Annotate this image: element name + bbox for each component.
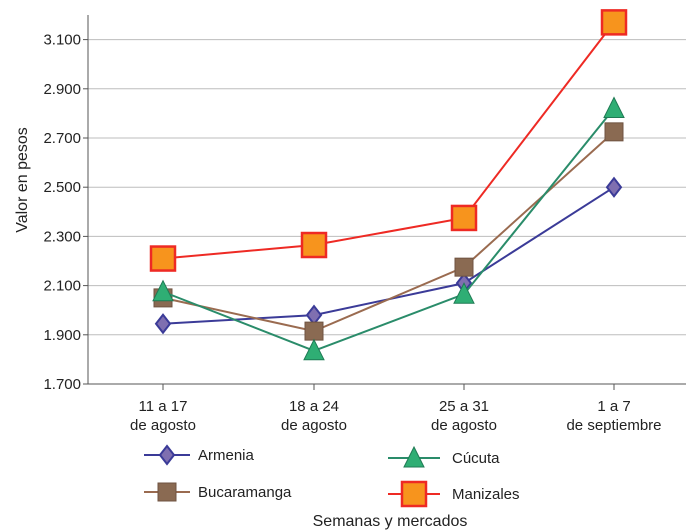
legend-item-bucaramanga: Bucaramanga (144, 482, 292, 502)
y-tick-label: 2.700 (43, 130, 81, 147)
legend-item-c-cuta: Cúcuta (388, 445, 500, 468)
legend-item-manizales: Manizales (388, 480, 520, 508)
legend-label-manizales: Manizales (452, 486, 520, 503)
data-point-c-cuta (603, 96, 625, 118)
series-line-c-cuta (162, 107, 615, 352)
y-tick-label: 2.900 (43, 81, 81, 98)
x-axis-title: Semanas y mercados (313, 513, 468, 530)
y-tick-label: 3.100 (43, 32, 81, 49)
y-tick-label: 2.500 (43, 179, 81, 196)
x-tick-label: de agosto (431, 417, 497, 434)
data-point-bucaramanga (304, 321, 324, 341)
legend: Armenia Bucaramanga Cúcuta Manizales (144, 444, 520, 508)
data-point-armenia (605, 176, 623, 198)
series-c-cuta (152, 96, 625, 361)
y-tick-label: 2.300 (43, 228, 81, 245)
data-point-c-cuta (152, 279, 174, 302)
data-point-manizales (600, 9, 628, 36)
data-point-bucaramanga (454, 257, 474, 277)
data-point-armenia (154, 313, 172, 335)
data-point-c-cuta (453, 282, 475, 304)
axes (83, 15, 686, 390)
data-point-manizales (450, 204, 478, 232)
legend-label-c-cuta: Cúcuta (452, 450, 500, 467)
x-tick-label: de septiembre (566, 417, 661, 434)
data-point-armenia (305, 304, 323, 326)
y-axis-title: Valor en pesos (14, 127, 31, 233)
series-line-bucaramanga (162, 131, 615, 333)
legend-marker-armenia (158, 444, 176, 466)
x-tick-label: 25 a 31 (439, 398, 489, 415)
y-tick-label: 1.700 (43, 376, 81, 393)
series-line-manizales (162, 21, 615, 260)
series-armenia (154, 176, 623, 335)
legend-label-armenia: Armenia (198, 447, 255, 464)
x-tick-label: de agosto (130, 417, 196, 434)
y-tick-label: 2.100 (43, 278, 81, 295)
data-point-bucaramanga (604, 122, 624, 142)
data-point-manizales (300, 231, 328, 259)
x-tick-labels: 11 a 17 de agosto 18 a 24 de agosto 25 a 31 d… (130, 398, 661, 434)
legend-label-bucaramanga: Bucaramanga (198, 484, 292, 501)
data-point-manizales (149, 245, 177, 272)
x-tick-label: 18 a 24 (289, 398, 339, 415)
grid-lines (88, 39, 686, 385)
y-tick-label: 1.900 (43, 327, 81, 344)
x-tick-label: 11 a 17 (139, 398, 188, 415)
legend-marker-manizales (400, 480, 428, 508)
data-point-c-cuta (303, 338, 325, 361)
x-tick-label: de agosto (281, 417, 347, 434)
legend-item-armenia: Armenia (144, 444, 255, 466)
x-tick-label: 1 a 7 (597, 398, 630, 415)
legend-marker-c-cuta (403, 445, 425, 468)
series-line-armenia (162, 186, 615, 325)
series-lines (149, 9, 628, 361)
series-manizales (149, 9, 628, 272)
legend-marker-bucaramanga (157, 482, 177, 502)
y-tick-labels: 1.700 1.900 2.100 2.300 2.500 2.700 2.900 3.100 (43, 32, 81, 393)
